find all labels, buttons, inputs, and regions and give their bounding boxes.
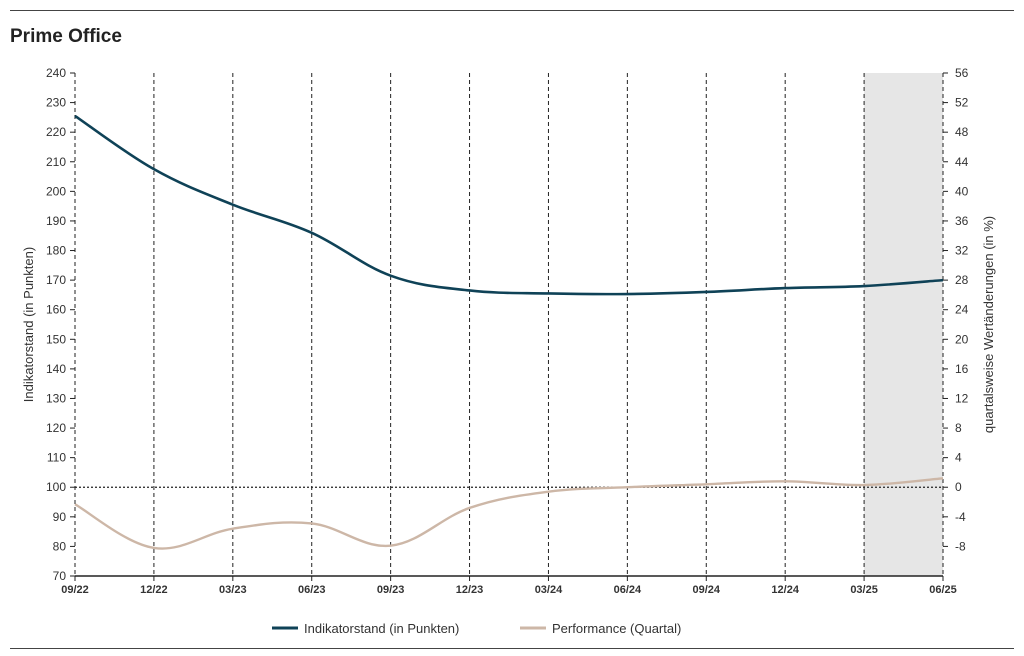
y-tick-label: 110 xyxy=(47,451,66,465)
y2-tick-label: 16 xyxy=(955,362,969,376)
top-rule xyxy=(10,10,1014,11)
y2-tick-label: 0 xyxy=(955,480,962,494)
y2-tick-label: 32 xyxy=(955,244,969,258)
x-tick-label: 12/22 xyxy=(140,584,168,596)
y2-tick-label: 28 xyxy=(955,273,969,287)
legend-label-0: Indikatorstand (in Punkten) xyxy=(304,621,459,636)
x-tick-label: 03/23 xyxy=(219,584,247,596)
y2-tick-label: 20 xyxy=(955,332,969,346)
y2-tick-label: 44 xyxy=(955,155,969,169)
y-tick-label: 140 xyxy=(46,362,66,376)
y-tick-label: 70 xyxy=(53,569,67,583)
tick-labels: 09/22 12/22 03/23 06/23 09/23 12/23 03/24 06/24… xyxy=(21,66,996,596)
y2-tick-label: 8 xyxy=(955,421,962,435)
y-tick-label: 220 xyxy=(46,125,66,139)
y2-tick-label: 40 xyxy=(955,184,969,198)
x-tick-label: 09/23 xyxy=(377,584,405,596)
x-tick-label: 03/24 xyxy=(535,584,563,596)
y2-tick-label: 52 xyxy=(955,96,969,110)
y-tick-label: 240 xyxy=(46,66,66,80)
forecast-shading xyxy=(864,73,943,576)
y2-tick-label: 12 xyxy=(955,391,969,405)
shaded-region xyxy=(864,73,943,576)
y-axis-label: Indikatorstand (in Punkten) xyxy=(21,247,36,402)
axes xyxy=(70,72,948,581)
legend-label-1: Performance (Quartal) xyxy=(552,621,681,636)
x-tick-label: 03/25 xyxy=(850,584,878,596)
y2-tick-label: 56 xyxy=(955,66,969,80)
y-tick-label: 210 xyxy=(46,155,66,169)
chart-title: Prime Office xyxy=(10,26,122,47)
y2-tick-label: 36 xyxy=(955,214,969,228)
y-tick-label: 130 xyxy=(46,391,66,405)
y-tick-label: 230 xyxy=(46,96,66,110)
y2-axis-label: quartalsweise Wertänderungen (in %) xyxy=(981,216,996,433)
y2-tick-label: -8 xyxy=(955,539,966,553)
y-tick-label: 120 xyxy=(46,421,66,435)
y-tick-label: 90 xyxy=(53,510,67,524)
x-tick-label: 12/24 xyxy=(771,584,799,596)
x-tick-label: 06/24 xyxy=(614,584,642,596)
series-line-performance xyxy=(74,477,944,550)
y2-tick-label: 48 xyxy=(955,125,969,139)
y-tick-label: 150 xyxy=(46,332,66,346)
vertical-gridlines xyxy=(153,73,865,576)
x-tick-label: 06/25 xyxy=(929,584,957,596)
y2-tick-label: 24 xyxy=(955,303,969,317)
series-line-indikatorstand xyxy=(74,114,944,296)
x-tick-label: 06/23 xyxy=(298,584,326,596)
y-tick-label: 100 xyxy=(46,480,66,494)
legend: Indikatorstand (in Punkten) Performance (… xyxy=(272,621,681,636)
y-tick-label: 200 xyxy=(46,184,66,198)
y-tick-label: 160 xyxy=(46,303,66,317)
x-tick-label: 09/24 xyxy=(693,584,721,596)
x-tick-label: 09/22 xyxy=(61,584,89,596)
y-tick-label: 170 xyxy=(46,273,66,287)
y-tick-label: 190 xyxy=(46,214,66,228)
y2-tick-label: 4 xyxy=(955,451,962,465)
y2-tick-label: -4 xyxy=(955,510,966,524)
y-tick-label: 180 xyxy=(46,244,66,258)
x-tick-label: 12/23 xyxy=(456,584,484,596)
series-lines xyxy=(74,114,944,550)
bottom-rule xyxy=(10,648,1014,649)
y-tick-label: 80 xyxy=(53,539,67,553)
